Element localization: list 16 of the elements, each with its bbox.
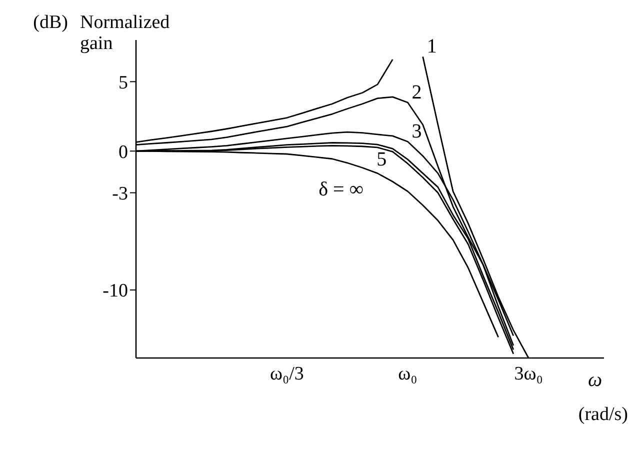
y-tick-label: 0 [118, 142, 128, 163]
text: (rad/s) [578, 404, 628, 425]
text: (dB) [33, 12, 68, 33]
series-label: 5 [376, 148, 387, 171]
series-label: δ = ∞ [318, 178, 364, 200]
y-axis-title: Normalized gain [80, 12, 170, 54]
y-tick-label: -3 [112, 183, 128, 204]
x-axis-title: ω [588, 369, 602, 391]
x-tick-label: ω₀ [398, 363, 418, 384]
x-tick-label: ω₀/3 [270, 363, 304, 384]
x-tick-label: 3ω₀ [514, 363, 543, 384]
series-label: 1 [426, 36, 437, 58]
series-label: 2 [412, 81, 422, 104]
series-label: 3 [412, 120, 422, 143]
y-tick-label: -10 [102, 280, 128, 302]
y-tick-label: 5 [118, 72, 128, 94]
